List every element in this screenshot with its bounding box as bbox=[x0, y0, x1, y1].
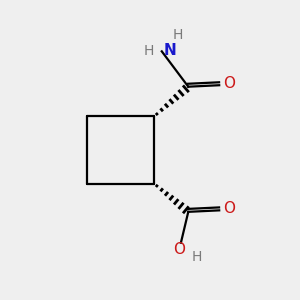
Text: O: O bbox=[223, 201, 235, 216]
Text: H: H bbox=[144, 44, 154, 58]
Text: H: H bbox=[173, 28, 183, 42]
Text: O: O bbox=[223, 76, 235, 91]
Text: N: N bbox=[163, 43, 176, 58]
Text: O: O bbox=[173, 242, 185, 257]
Text: H: H bbox=[191, 250, 202, 265]
